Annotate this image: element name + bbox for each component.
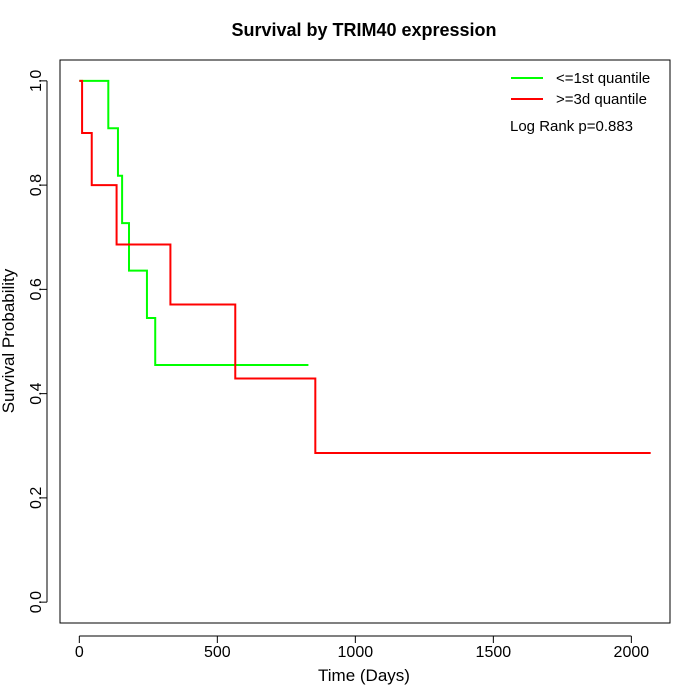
x-axis: 0 500 1000 1500 2000 — [75, 635, 650, 661]
series-layer — [79, 79, 651, 455]
y-axis-label: Survival Probability — [0, 268, 18, 413]
series-line-3d-quantile — [79, 79, 651, 455]
x-tick-label: 0 — [75, 644, 84, 661]
x-tick-label: 1000 — [338, 644, 374, 661]
chart-title: Survival by TRIM40 expression — [231, 20, 496, 40]
legend: <=1st quantile >=3d quantile — [511, 70, 650, 108]
y-tick-label: 0.8 — [28, 174, 45, 196]
legend-label: >=3d quantile — [556, 91, 647, 108]
x-tick-label: 2000 — [614, 644, 650, 661]
x-axis-label: Time (Days) — [318, 666, 410, 685]
x-tick-label: 500 — [204, 644, 231, 661]
x-tick-label: 1500 — [476, 644, 512, 661]
series-line-1st-quantile — [79, 79, 309, 366]
legend-label: <=1st quantile — [556, 70, 650, 87]
y-tick-label: 0.0 — [28, 591, 45, 613]
y-tick-label: 1.0 — [28, 70, 45, 92]
y-axis: 0.0 0.2 0.4 0.6 0.8 1.0 — [28, 70, 48, 613]
plot-area-border — [59, 59, 671, 624]
y-tick-label: 0.6 — [28, 278, 45, 300]
log-rank-annotation: Log Rank p=0.883 — [510, 118, 633, 135]
y-tick-label: 0.2 — [28, 487, 45, 509]
y-tick-label: 0.4 — [28, 382, 45, 404]
